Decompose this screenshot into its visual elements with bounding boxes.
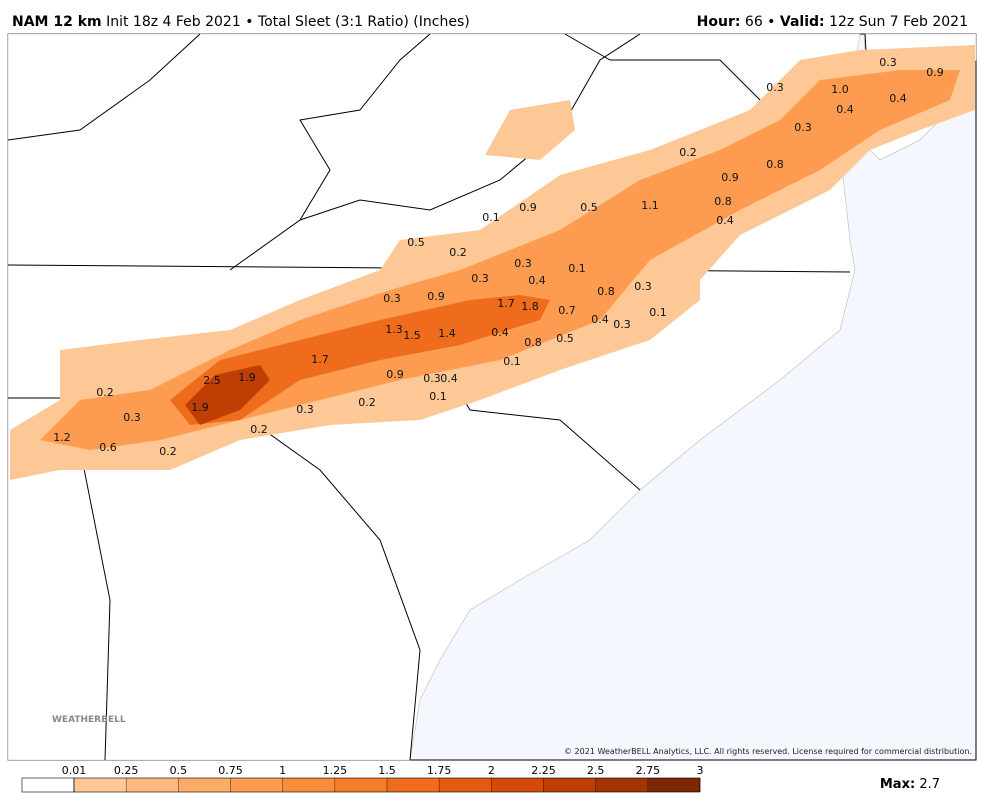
map-label: 0.6 bbox=[99, 441, 117, 454]
legend-tick-label: 2 bbox=[488, 764, 495, 777]
map-label: 0.8 bbox=[524, 336, 542, 349]
legend-tick-label: 1.25 bbox=[323, 764, 348, 777]
map-label: 0.3 bbox=[423, 372, 441, 385]
map-label: 0.7 bbox=[558, 304, 576, 317]
map-label: 1.9 bbox=[238, 371, 256, 384]
legend-tick-label: 2.75 bbox=[636, 764, 661, 777]
map-label: 0.3 bbox=[613, 318, 631, 331]
legend-tick-label: 1 bbox=[279, 764, 286, 777]
legend-tick-label: 1.75 bbox=[427, 764, 452, 777]
description: Init 18z 4 Feb 2021 • Total Sleet (3:1 R… bbox=[106, 14, 470, 30]
map-label: 0.4 bbox=[528, 274, 546, 287]
legend-swatch bbox=[595, 778, 648, 792]
map-label: 0.9 bbox=[519, 201, 537, 214]
map-label: 1.1 bbox=[641, 199, 659, 212]
copyright: © 2021 WeatherBELL Analytics, LLC. All r… bbox=[564, 747, 972, 756]
map-label: 0.1 bbox=[649, 306, 667, 319]
model: NAM 12 km bbox=[12, 14, 102, 30]
map-label: 0.9 bbox=[386, 368, 404, 381]
max-label: Max: bbox=[880, 777, 915, 792]
map-label: 0.1 bbox=[429, 390, 447, 403]
map-label: 0.1 bbox=[503, 355, 521, 368]
legend-swatch bbox=[491, 778, 544, 792]
header-left: NAM 12 km Init 18z 4 Feb 2021 • Total Sl… bbox=[12, 14, 470, 30]
map-label: 0.2 bbox=[159, 445, 177, 458]
map-label: 0.2 bbox=[358, 396, 376, 409]
map-label: 0.3 bbox=[634, 280, 652, 293]
legend-tick-label: 0.75 bbox=[218, 764, 243, 777]
map-label: 0.3 bbox=[296, 403, 314, 416]
legend-swatch bbox=[178, 778, 231, 792]
map-label: 0.4 bbox=[491, 326, 509, 339]
map-label: 0.4 bbox=[836, 103, 854, 116]
map-label: 0.5 bbox=[407, 236, 425, 249]
legend-swatch bbox=[543, 778, 596, 792]
map-label: 0.5 bbox=[556, 332, 574, 345]
map-label: 1.2 bbox=[53, 431, 71, 444]
map-label: 0.9 bbox=[721, 171, 739, 184]
sleet-swath bbox=[10, 45, 975, 480]
legend-tick-label: 0.01 bbox=[62, 764, 87, 777]
map-label: 0.3 bbox=[514, 257, 532, 270]
map-label: 1.5 bbox=[403, 329, 421, 342]
map-label: 0.4 bbox=[889, 92, 907, 105]
map-label: 1.3 bbox=[385, 323, 403, 336]
legend-swatch bbox=[439, 778, 492, 792]
legend-below-min bbox=[21, 777, 75, 793]
map-label: 0.9 bbox=[926, 66, 944, 79]
map-label: 1.7 bbox=[311, 353, 329, 366]
max: Max: 2.7 bbox=[880, 777, 940, 792]
legend-tick-label: 0.5 bbox=[170, 764, 188, 777]
map-label: 0.5 bbox=[580, 201, 598, 214]
hour: 66 • bbox=[745, 14, 776, 30]
map-label: 0.1 bbox=[482, 211, 500, 224]
map-label: 0.3 bbox=[123, 411, 141, 424]
legend-swatch bbox=[334, 778, 387, 792]
map-label: 1.9 bbox=[191, 401, 209, 414]
legend-swatch bbox=[74, 778, 127, 792]
map-label: 0.3 bbox=[794, 121, 812, 134]
map-label: 0.3 bbox=[766, 81, 784, 94]
map-label: 0.3 bbox=[879, 56, 897, 69]
legend-tick-label: 2.25 bbox=[531, 764, 556, 777]
map-label: 1.8 bbox=[521, 300, 539, 313]
map-label: 0.4 bbox=[440, 372, 458, 385]
map-label: 1.0 bbox=[831, 83, 849, 96]
map-label: 0.3 bbox=[383, 292, 401, 305]
map-label: 0.4 bbox=[591, 313, 609, 326]
map-label: 0.4 bbox=[716, 214, 734, 227]
map-label: 1.7 bbox=[497, 297, 515, 310]
map-label: 0.2 bbox=[679, 146, 697, 159]
map-label: 0.2 bbox=[449, 246, 467, 259]
valid: 12z Sun 7 Feb 2021 bbox=[829, 14, 968, 30]
header-right: Hour: 66 • Valid: 12z Sun 7 Feb 2021 bbox=[697, 14, 968, 30]
legend-swatch bbox=[126, 778, 179, 792]
map-label: 0.1 bbox=[568, 262, 586, 275]
legend-tick-label: 0.25 bbox=[114, 764, 139, 777]
legend-swatch bbox=[230, 778, 283, 792]
map-label: 0.3 bbox=[471, 272, 489, 285]
legend-swatch bbox=[282, 778, 335, 792]
weatherbell-logo: WEATHERBELL bbox=[52, 715, 126, 725]
valid-label: Valid: bbox=[780, 14, 825, 30]
map-label: 0.8 bbox=[597, 285, 615, 298]
map-label: 0.2 bbox=[96, 386, 114, 399]
legend-tick-label: 1.5 bbox=[378, 764, 396, 777]
legend-swatch bbox=[387, 778, 440, 792]
legend-tick-label: 2.5 bbox=[587, 764, 605, 777]
map-label: 0.2 bbox=[250, 423, 268, 436]
map-label: 0.8 bbox=[714, 195, 732, 208]
map-label: 2.5 bbox=[203, 374, 221, 387]
legend-tick-label: 3 bbox=[697, 764, 704, 777]
max-value: 2.7 bbox=[919, 777, 940, 792]
map-label: 0.8 bbox=[766, 158, 784, 171]
legend-swatch bbox=[647, 778, 700, 792]
hour-label: Hour: bbox=[697, 14, 741, 30]
map-label: 1.4 bbox=[438, 327, 456, 340]
map-label: 0.9 bbox=[427, 290, 445, 303]
